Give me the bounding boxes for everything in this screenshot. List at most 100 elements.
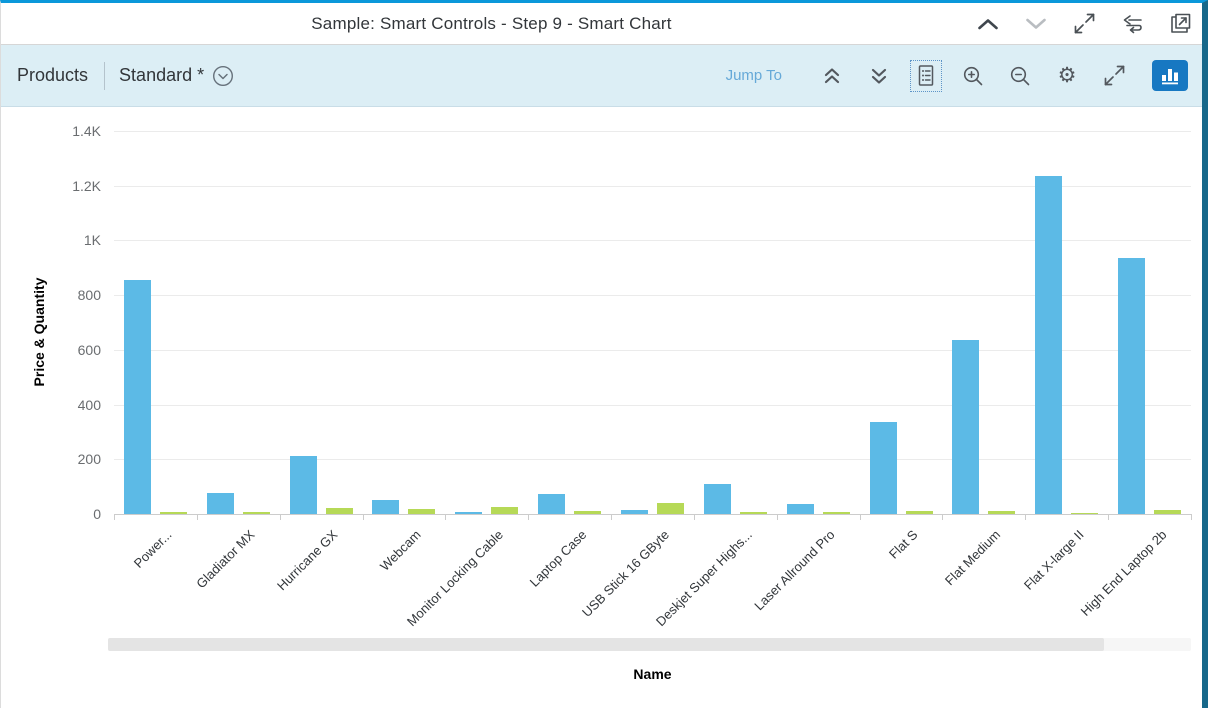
- open-in-new-window-icon[interactable]: [1168, 12, 1192, 36]
- header-icon-bar: [976, 3, 1192, 44]
- bar-quantity[interactable]: [1071, 513, 1099, 514]
- y-axis-tick-label: 1.2K: [72, 177, 101, 194]
- bar-quantity[interactable]: [491, 506, 519, 514]
- y-axis-tick-label: 400: [77, 396, 101, 413]
- bar-price[interactable]: [1118, 258, 1146, 514]
- gridline: [114, 459, 1191, 461]
- x-axis-tick: [1108, 515, 1110, 520]
- x-axis-tick: [776, 515, 778, 520]
- variant-chevron-down-icon: [213, 65, 234, 86]
- bar-quantity[interactable]: [408, 509, 436, 514]
- y-axis-tick-label: 0: [93, 506, 101, 522]
- x-axis-tick: [1025, 515, 1027, 520]
- x-axis-category-label: Webcam: [376, 527, 424, 574]
- x-axis-tick: [196, 515, 198, 520]
- gridline: [114, 131, 1191, 132]
- bar-price[interactable]: [372, 499, 400, 514]
- variant-label: Standard *: [119, 65, 205, 85]
- bar-quantity[interactable]: [822, 511, 850, 514]
- bar-quantity[interactable]: [159, 512, 187, 514]
- sample-header: Sample: Smart Controls - Step 9 - Smart …: [1, 3, 1202, 44]
- gridline: [114, 295, 1191, 297]
- smart-chart-plot-area: Price & Quantity Name 0 200 400 600 800 1K 1.2…: [1, 107, 1202, 708]
- bar-price[interactable]: [1035, 176, 1063, 514]
- x-axis-category-label: Flat X-large II: [1020, 527, 1087, 593]
- y-axis-tick-label: 1K: [83, 232, 101, 249]
- expand-icon[interactable]: [1072, 12, 1096, 36]
- bar-chart-type-icon: [1162, 69, 1178, 85]
- bar-price[interactable]: [455, 511, 483, 514]
- bar-price[interactable]: [289, 456, 317, 514]
- x-axis-category-label: Gladiator MX: [193, 527, 258, 592]
- toolbar-actions: Jump To: [725, 59, 1188, 92]
- y-axis-title: Price & Quantity: [31, 277, 47, 387]
- gridline: [114, 240, 1191, 242]
- chart-header-title: Products: [17, 65, 89, 85]
- bar-price[interactable]: [786, 504, 814, 514]
- bar-quantity[interactable]: [1154, 510, 1182, 514]
- x-axis-tick: [528, 515, 530, 520]
- bar-quantity[interactable]: [242, 512, 270, 514]
- x-axis-category-label: Power...: [131, 527, 176, 571]
- bar-chart-type-button[interactable]: [1152, 60, 1188, 91]
- x-axis-category-label: Deskjet Super Highs...: [652, 527, 755, 630]
- x-axis-tick: [279, 515, 281, 520]
- x-axis-tick: [611, 515, 613, 520]
- x-axis-tick: [693, 515, 695, 520]
- gridline: [114, 185, 1191, 187]
- x-axis-category-label: Hurricane GX: [274, 527, 341, 594]
- bar-quantity[interactable]: [657, 503, 684, 514]
- settings-gear-icon[interactable]: ⚙: [1057, 64, 1077, 87]
- collapse-all-icon[interactable]: [819, 63, 845, 89]
- x-axis-category-label: USB Stick 16 GByte: [579, 527, 673, 620]
- horizontal-scrollbar[interactable]: [108, 638, 1191, 651]
- code-icon[interactable]: [1120, 12, 1144, 36]
- y-axis-tick-label: 800: [77, 287, 101, 304]
- x-axis-line: [114, 514, 1192, 515]
- page-title: Sample: Smart Controls - Step 9 - Smart …: [311, 13, 672, 33]
- x-axis-tick: [114, 515, 115, 520]
- bar-quantity[interactable]: [325, 508, 353, 514]
- zoom-in-icon[interactable]: [960, 63, 986, 89]
- x-axis-tick: [859, 515, 861, 520]
- navigate-up-icon[interactable]: [976, 12, 1000, 36]
- bar-price[interactable]: [703, 483, 731, 514]
- bar-price[interactable]: [621, 510, 648, 514]
- x-axis-tick: [942, 515, 944, 520]
- y-axis-tick-label: 600: [77, 341, 101, 358]
- smart-chart-toolbar: Products Standard * Jump To: [1, 44, 1202, 107]
- x-axis-category-label: Laptop Case: [526, 527, 590, 590]
- x-axis-category-label: Monitor Locking Cable: [404, 527, 507, 630]
- x-axis-category-label: High End Laptop 2b: [1077, 527, 1170, 619]
- expand-all-icon[interactable]: [866, 63, 892, 89]
- bar-quantity[interactable]: [988, 510, 1016, 514]
- y-axis-tick-label: 200: [77, 451, 101, 468]
- x-axis-category-label: Flat S: [886, 527, 921, 562]
- zoom-out-icon[interactable]: [1007, 63, 1033, 89]
- bar-price[interactable]: [538, 494, 566, 514]
- bar-price[interactable]: [952, 340, 980, 514]
- bar-quantity[interactable]: [739, 512, 767, 514]
- x-axis-tick: [445, 515, 447, 520]
- scrollbar-thumb[interactable]: [108, 638, 1105, 651]
- gridline: [114, 404, 1191, 406]
- bar-quantity[interactable]: [905, 511, 933, 514]
- legend-icon[interactable]: [910, 59, 942, 92]
- x-axis-category-label: Laser Allround Pro: [751, 527, 838, 614]
- fullscreen-icon[interactable]: [1101, 63, 1127, 89]
- gridline: [114, 349, 1191, 351]
- variant-selector[interactable]: Standard *: [119, 65, 234, 87]
- x-axis-tick: [1191, 515, 1192, 520]
- x-axis-category-label: Flat Medium: [942, 527, 1004, 589]
- bar-price[interactable]: [123, 280, 151, 514]
- x-axis-tick: [362, 515, 364, 520]
- toolbar-separator: [104, 61, 106, 90]
- bar-quantity[interactable]: [574, 510, 602, 514]
- x-axis-title: Name: [633, 666, 672, 682]
- bar-price[interactable]: [206, 493, 234, 514]
- bar-price[interactable]: [869, 422, 897, 514]
- jump-to-link[interactable]: Jump To: [725, 67, 782, 84]
- navigate-down-icon[interactable]: [1024, 12, 1048, 36]
- y-axis-tick-label: 1.4K: [72, 123, 101, 139]
